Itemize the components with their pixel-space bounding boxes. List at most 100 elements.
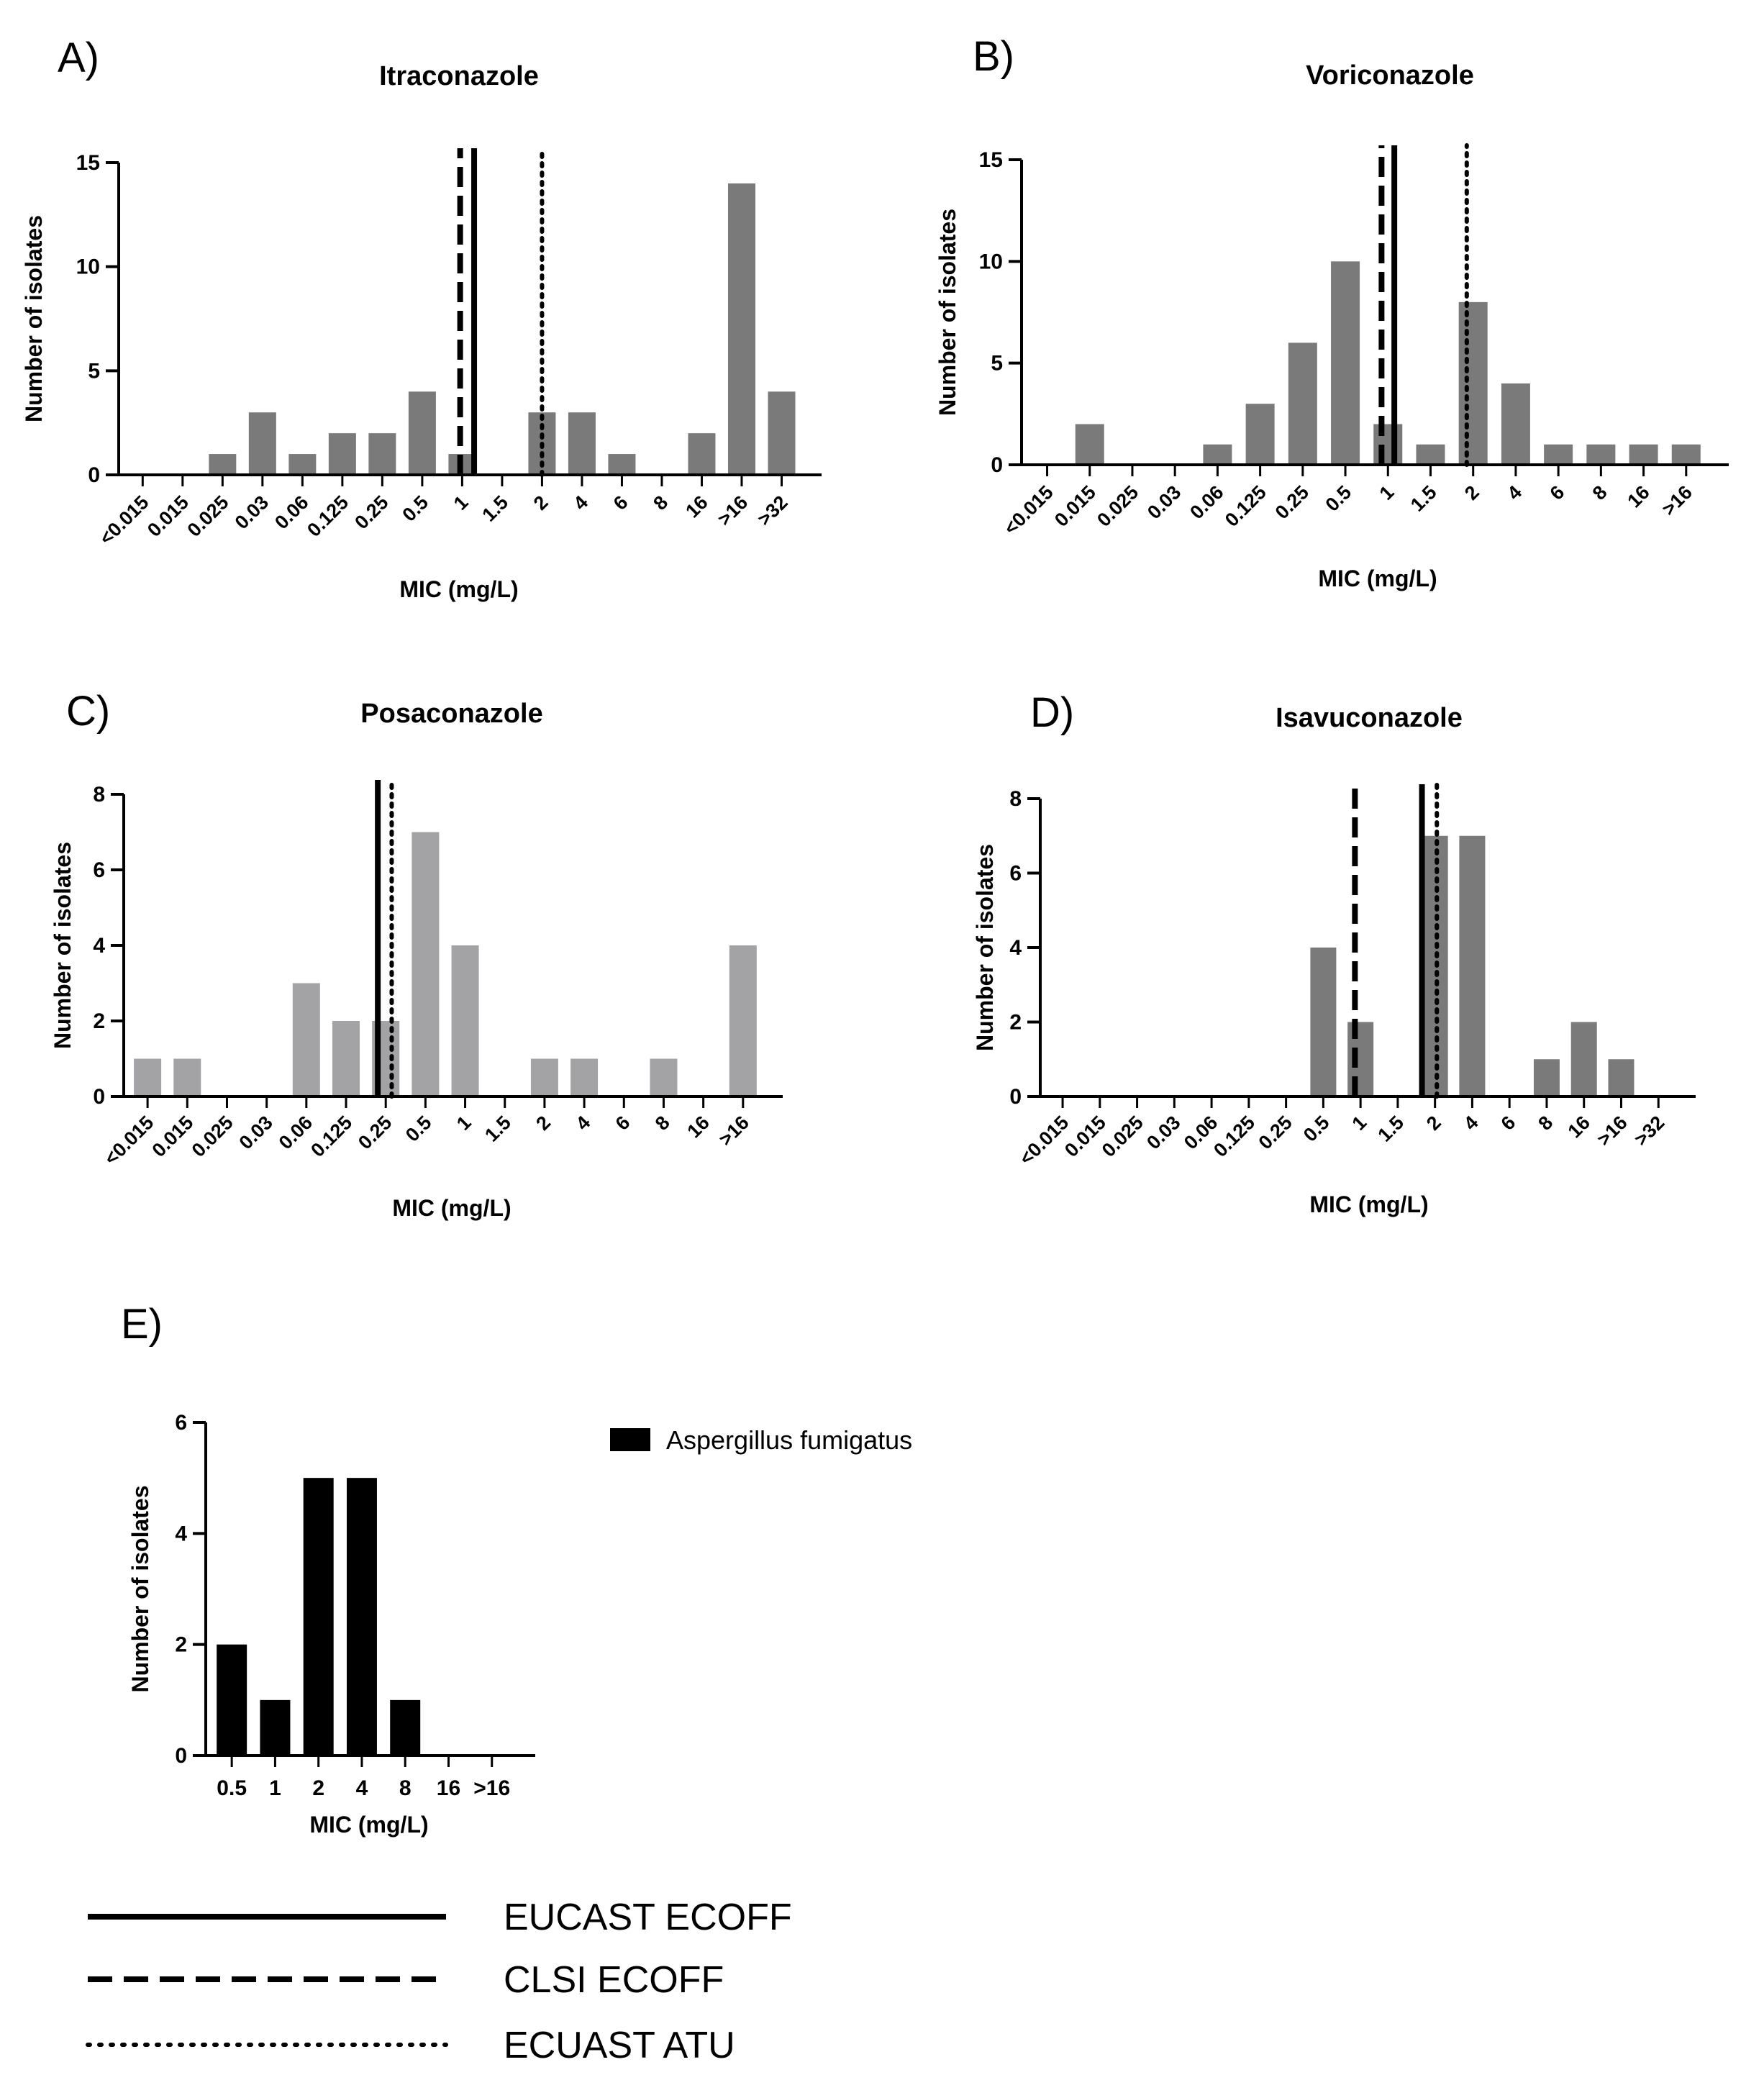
bar-0.015 <box>1075 424 1104 465</box>
chart-title: Itraconazole <box>379 61 539 91</box>
bar-1 <box>260 1699 291 1756</box>
x-tick-label: 4 <box>356 1776 368 1800</box>
panel-label-a: A) <box>58 35 99 81</box>
bar-1 <box>1347 1022 1374 1096</box>
bar-0.25 <box>368 433 396 475</box>
y-axis-title: Number of isolates <box>972 844 998 1051</box>
bar-2 <box>530 1058 558 1096</box>
x-tick-label: 0.03 <box>231 491 273 533</box>
bar-4 <box>346 1478 377 1756</box>
x-tick-label: 6 <box>1497 1112 1520 1135</box>
x-tick-label: 6 <box>612 1112 635 1135</box>
x-tick-label: <0.015 <box>1015 1112 1073 1169</box>
bar-16 <box>1629 444 1658 465</box>
bar->16 <box>1671 444 1701 465</box>
x-tick-label: 0.5 <box>1322 481 1356 516</box>
legend-swatch <box>610 1428 650 1451</box>
x-tick-label: 8 <box>649 491 672 514</box>
x-tick-label: 0.015 <box>143 491 193 541</box>
y-tick-label: 2 <box>93 1009 105 1033</box>
x-tick-label: 0.25 <box>1271 481 1313 523</box>
x-tick-label: >16 <box>714 1112 753 1150</box>
y-tick-label: 5 <box>88 359 100 383</box>
bar-0.25 <box>1288 342 1317 465</box>
bar-4 <box>568 412 596 475</box>
x-tick-label: 6 <box>609 491 632 514</box>
y-axis-title: Number of isolates <box>935 209 960 416</box>
y-tick-label: 5 <box>991 352 1003 376</box>
x-tick-label: 2 <box>312 1776 324 1800</box>
x-tick-label: 16 <box>1563 1112 1593 1142</box>
x-tick-label: 8 <box>1534 1112 1557 1135</box>
chart-panel-a: A) Itraconazole 0 5 10 15 <0.0150.0150.0250.03… <box>21 35 822 602</box>
x-tick-label: 0.5 <box>217 1776 247 1800</box>
x-tick-label: >32 <box>753 491 792 530</box>
x-tick-label: 0.015 <box>1060 1112 1110 1161</box>
x-tick-label: 8 <box>399 1776 412 1800</box>
y-tick-label: 8 <box>1009 787 1022 811</box>
x-tick-label: 1 <box>1348 1112 1371 1135</box>
y-tick-label: 10 <box>76 255 100 279</box>
x-tick-label: 1.5 <box>478 491 512 526</box>
y-tick-label: 0 <box>175 1744 187 1768</box>
x-tick-label: 0.5 <box>1299 1112 1334 1146</box>
x-tick-label: <0.015 <box>100 1112 158 1169</box>
x-tick-label: 0.25 <box>354 1112 396 1153</box>
y-tick-label: 8 <box>93 783 105 807</box>
bar-8 <box>390 1699 421 1756</box>
bar-0.06 <box>1203 444 1232 465</box>
chart-panel-c: C) Posaconazole02468<0.0150.0150.0250.030… <box>50 688 783 1221</box>
x-tick-label: <0.015 <box>95 491 153 549</box>
bar-4 <box>570 1058 599 1096</box>
bar-1.5 <box>1416 444 1445 465</box>
bar->16 <box>1608 1059 1635 1096</box>
panel-label-e: E) <box>121 1301 163 1348</box>
x-tick-label: 4 <box>1460 1112 1483 1135</box>
x-axis-title: MIC (mg/L) <box>1309 1191 1428 1217</box>
y-axis-title: Number of isolates <box>127 1485 153 1692</box>
bar-8 <box>650 1058 678 1096</box>
x-tick-label: 0.5 <box>401 1112 436 1146</box>
bar-2 <box>1458 301 1488 465</box>
bar->32 <box>768 391 796 475</box>
x-tick-label: 0.125 <box>1221 481 1270 531</box>
x-tick-label: 0.025 <box>188 1112 237 1161</box>
legend-line-label: ECUAST ATU <box>504 2025 735 2066</box>
bar-0.125 <box>1245 404 1275 465</box>
x-tick-label: 0.03 <box>235 1112 277 1153</box>
bar-1 <box>1373 424 1403 465</box>
chart-title: Voriconazole <box>1306 60 1474 91</box>
x-tick-label: 0.25 <box>1254 1112 1296 1153</box>
bar-0.5 <box>1310 948 1337 1096</box>
y-tick-label: 6 <box>1009 862 1022 886</box>
x-tick-label: 4 <box>1503 481 1526 504</box>
chart-panel-e: E) 0 2 4 6 0.5 1 2 4 8 16 >16 MIC (mg/L) Number of is… <box>121 1301 912 1838</box>
y-tick-label: 4 <box>93 934 105 958</box>
y-tick-label: 0 <box>93 1085 105 1109</box>
bar-0.5 <box>217 1644 247 1756</box>
y-tick-label: 15 <box>76 151 100 175</box>
y-tick-label: 4 <box>175 1522 187 1545</box>
bar->16 <box>727 183 755 475</box>
x-tick-label: 1 <box>453 1112 476 1135</box>
x-tick-label: 2 <box>532 1112 555 1135</box>
panel-label-d: D) <box>1030 689 1074 736</box>
x-tick-label: 4 <box>569 491 592 514</box>
line-style-legend: EUCAST ECOFF CLSI ECOFF ECUAST ATU <box>86 1897 792 2066</box>
x-tick-label: 1 <box>269 1776 281 1800</box>
x-tick-label: 0.025 <box>183 491 233 541</box>
x-tick-label: >16 <box>714 491 753 530</box>
x-tick-label: 0.025 <box>1098 1112 1147 1161</box>
x-tick-label: 8 <box>1588 481 1611 504</box>
bar-0.125 <box>332 1021 360 1096</box>
y-tick-label: 2 <box>1009 1011 1022 1035</box>
x-tick-label: <0.015 <box>1000 481 1058 539</box>
x-tick-label: >16 <box>473 1776 510 1800</box>
x-tick-label: >16 <box>1593 1112 1632 1150</box>
x-tick-label: 16 <box>681 491 711 522</box>
y-tick-label: 4 <box>1009 936 1022 960</box>
y-axis-title: Number of isolates <box>50 842 76 1049</box>
y-tick-label: 2 <box>175 1633 187 1657</box>
x-tick-label: 8 <box>651 1112 674 1135</box>
y-tick-label: 0 <box>1009 1085 1022 1109</box>
